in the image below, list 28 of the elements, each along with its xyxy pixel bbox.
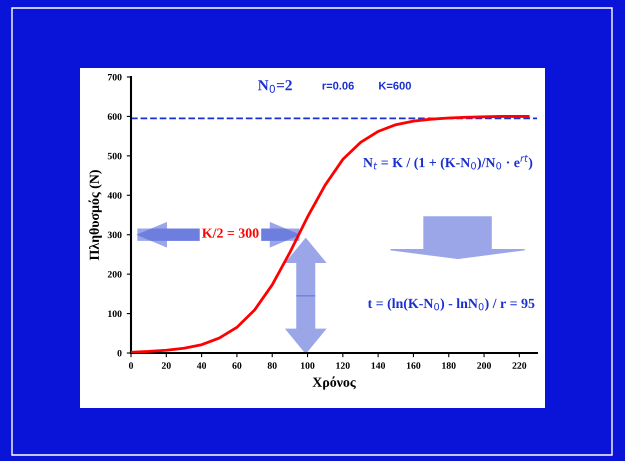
y-tick-label: 300 [108, 232, 122, 238]
x-tick-label: 160 [406, 362, 420, 369]
x-tick-label: 0 [128, 362, 134, 369]
x-tick-label: 220 [512, 362, 526, 369]
x-tick-label: 180 [442, 362, 456, 369]
y-tick-label: 700 [108, 74, 122, 80]
y-tick-label: 500 [108, 152, 122, 160]
y-axis-title: Πληθυσμός (N) [88, 170, 102, 260]
annotation: K=600 [379, 82, 411, 90]
y-tick-label: 200 [108, 271, 122, 278]
x-tick-label: 60 [232, 362, 242, 369]
x-tick-label: 40 [196, 362, 206, 369]
y-tick-label: 100 [108, 310, 122, 318]
x-tick-label: 20 [162, 362, 171, 369]
y-tick-label: 600 [108, 113, 122, 120]
annotation: t = (ln(K-N$_{0}$) - lnN$_{0}$) / r = 95 [368, 298, 534, 311]
y-tick-label: 400 [108, 192, 122, 199]
x-tick-label: 80 [268, 362, 277, 369]
annotation: N$_{0}$=2 [258, 80, 292, 93]
x-tick-label: 100 [301, 362, 314, 369]
y-tick-label: 0 [117, 350, 122, 356]
annotation: K/2 = 300 [202, 228, 259, 238]
annotation: r=0.06 [322, 82, 354, 90]
text: N$_{t}$ = K / (1 + (K-N$_{0}$)/N$_{0}$ · e$^{rt}$) [363, 154, 532, 170]
x-tick-label: 120 [336, 362, 350, 369]
x-axis-title: Χρόνος [312, 376, 356, 390]
x-tick-label: 140 [372, 362, 386, 369]
x-tick-label: 200 [477, 362, 491, 369]
